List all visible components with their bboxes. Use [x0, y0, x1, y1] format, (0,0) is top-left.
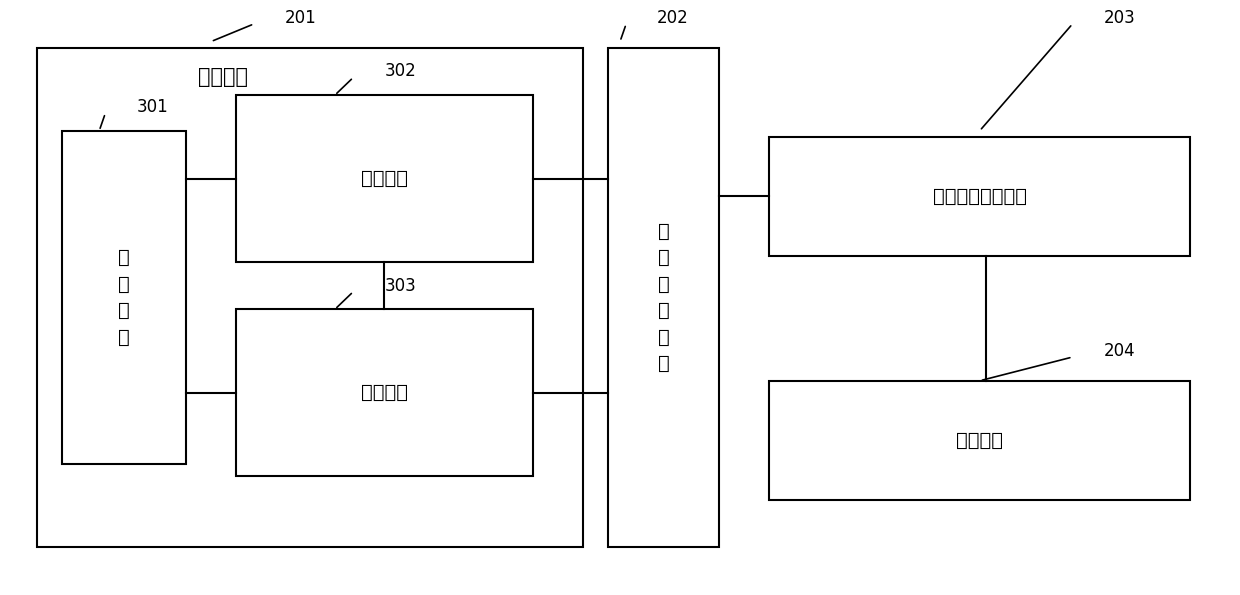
Text: 判断单元: 判断单元 [361, 383, 408, 402]
FancyBboxPatch shape [37, 48, 583, 547]
Text: 202: 202 [657, 9, 689, 27]
Text: 303: 303 [384, 277, 417, 295]
FancyBboxPatch shape [62, 131, 186, 464]
Text: 302: 302 [384, 62, 417, 80]
Text: 温
度
检
测
模
块: 温 度 检 测 模 块 [657, 222, 670, 373]
Text: 核心温度获取模块: 核心温度获取模块 [932, 187, 1027, 206]
Text: 201: 201 [285, 9, 317, 27]
Text: 确定单元: 确定单元 [361, 169, 408, 188]
FancyBboxPatch shape [769, 137, 1190, 256]
Text: 301: 301 [136, 98, 169, 116]
Text: 发送模块: 发送模块 [956, 431, 1003, 450]
Text: 203: 203 [1104, 9, 1136, 27]
Text: 采
集
单
元: 采 集 单 元 [118, 248, 130, 347]
Text: 204: 204 [1104, 342, 1136, 360]
FancyBboxPatch shape [769, 381, 1190, 500]
FancyBboxPatch shape [608, 48, 719, 547]
FancyBboxPatch shape [236, 95, 533, 262]
FancyBboxPatch shape [236, 309, 533, 476]
Text: 识别模块: 识别模块 [198, 67, 248, 87]
